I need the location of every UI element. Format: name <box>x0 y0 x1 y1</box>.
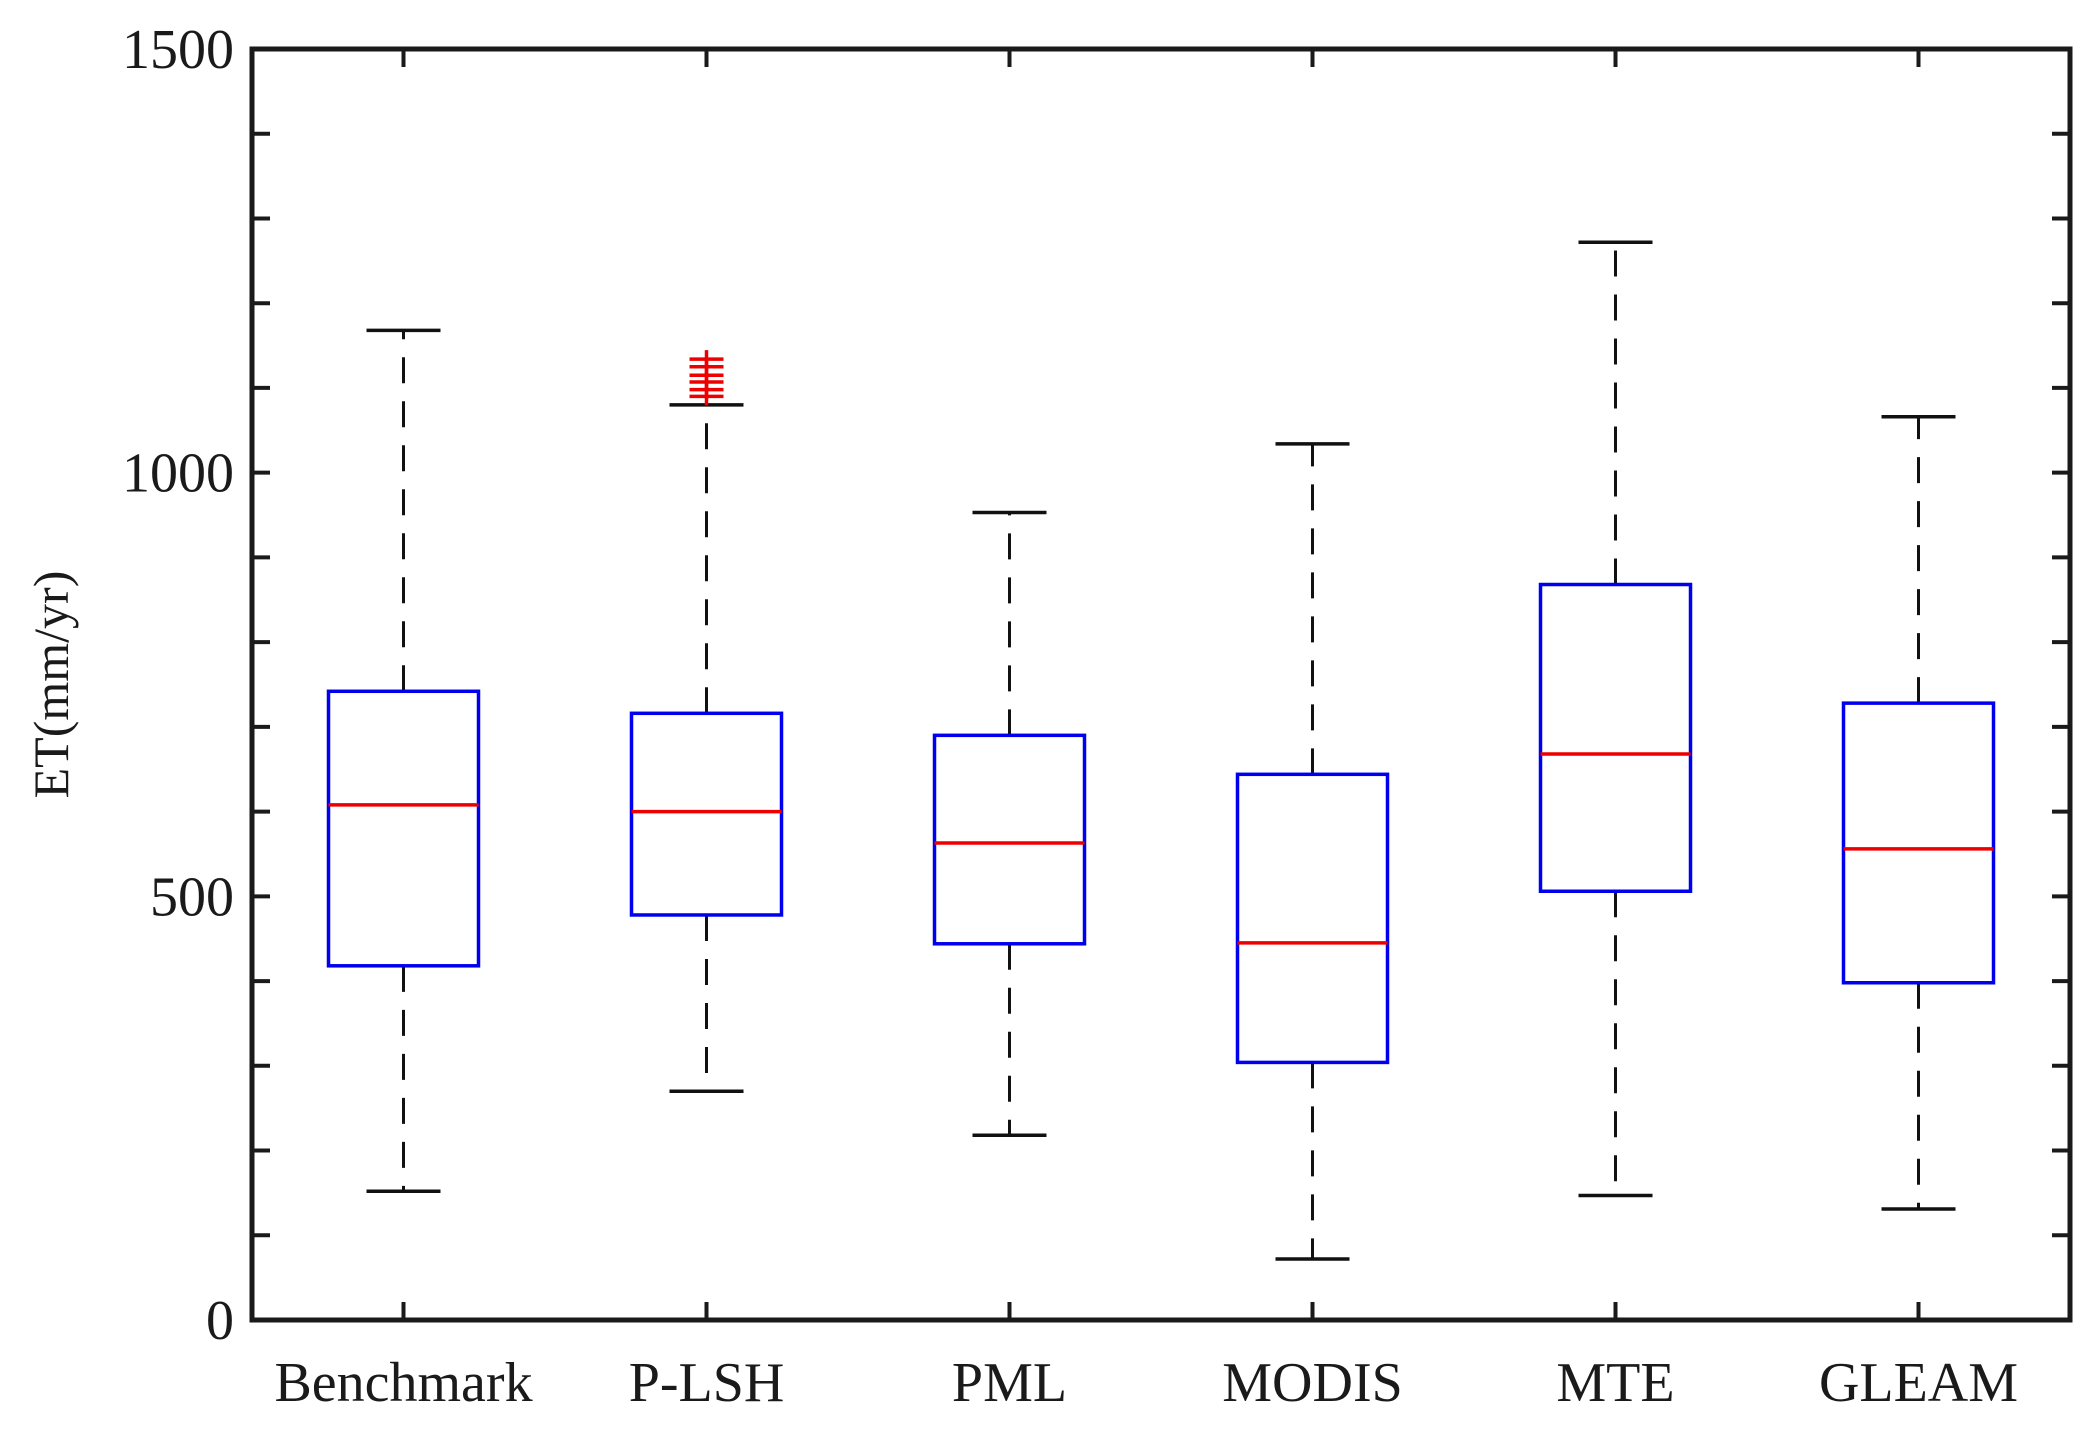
plot-frame <box>249 46 2073 1323</box>
box-iqr <box>1235 772 1390 1065</box>
box-iqr <box>1841 701 1996 985</box>
x-tick-label: GLEAM <box>1819 1352 2018 1414</box>
y-tick-label: 1000 <box>122 443 234 505</box>
box-iqr <box>629 711 784 917</box>
y-tick-label: 500 <box>150 866 234 928</box>
box-iqr <box>1538 582 1693 893</box>
box-iqr <box>932 733 1087 946</box>
x-tick-label: P-LSH <box>629 1352 785 1414</box>
y-tick-label: 0 <box>206 1290 234 1352</box>
y-tick-label: 1500 <box>122 19 234 81</box>
x-tick-label: Benchmark <box>274 1352 532 1414</box>
x-tick-label: MODIS <box>1222 1352 1402 1414</box>
y-axis-title: ET(mm/yr) <box>23 571 79 799</box>
box-iqr <box>326 689 481 968</box>
x-tick-label: MTE <box>1556 1352 1674 1414</box>
x-tick-label: PML <box>952 1352 1067 1414</box>
